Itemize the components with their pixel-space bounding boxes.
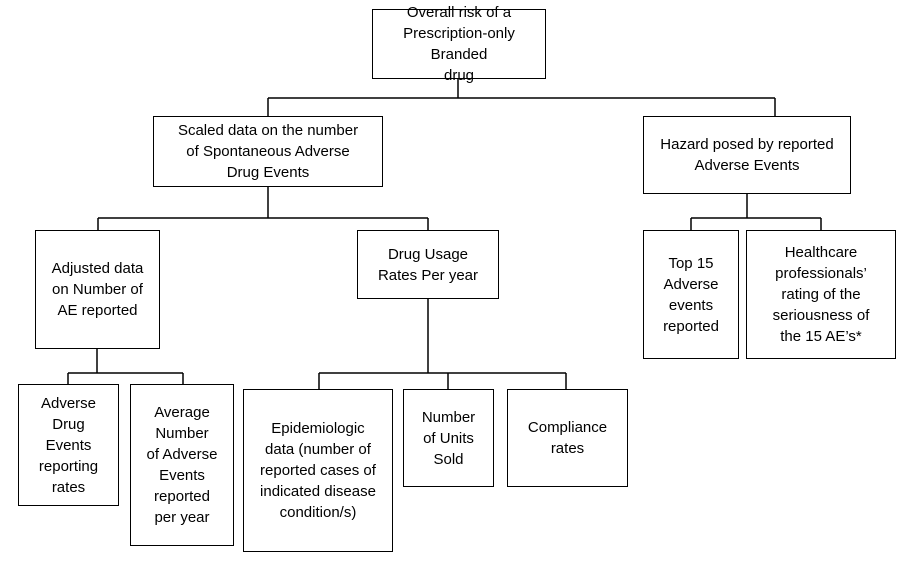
connector-root — [267, 79, 776, 116]
node-epidemiologic: Epidemiologic data (number of reported c… — [243, 389, 393, 552]
node-adjusted-data: Adjusted data on Number of AE reported — [35, 230, 160, 349]
connector-scaled — [97, 187, 429, 230]
node-healthcare-rating: Healthcare professionals’ rating of the … — [746, 230, 896, 359]
node-compliance-label: Compliance rates — [527, 419, 608, 457]
connector-usage — [318, 299, 567, 389]
node-drug-usage-label: Drug Usage Rates Per year — [377, 245, 479, 284]
node-overall-risk-label: Overall risk of a Prescription-only Bran… — [403, 4, 515, 84]
node-ade-reporting-rates-label: Adverse Drug Events reporting rates — [38, 394, 99, 496]
node-top15-label: Top 15 Adverse events reported — [663, 254, 719, 335]
node-units-sold: Number of Units Sold — [403, 389, 494, 487]
node-drug-usage: Drug Usage Rates Per year — [357, 230, 499, 299]
node-average-ae-label: Average Number of Adverse Events reporte… — [146, 404, 218, 526]
connector-hazard — [690, 194, 822, 230]
node-adjusted-data-label: Adjusted data on Number of AE reported — [51, 260, 144, 319]
node-average-ae: Average Number of Adverse Events reporte… — [130, 384, 234, 546]
node-top15: Top 15 Adverse events reported — [643, 230, 739, 359]
node-scaled-data-label: Scaled data on the number of Spontaneous… — [177, 122, 359, 181]
node-hazard-label: Hazard posed by reported Adverse Events — [660, 136, 834, 174]
node-units-sold-label: Number of Units Sold — [421, 408, 476, 468]
node-epidemiologic-label: Epidemiologic data (number of reported c… — [260, 420, 376, 521]
node-compliance: Compliance rates — [507, 389, 628, 487]
node-scaled-data: Scaled data on the number of Spontaneous… — [153, 116, 383, 187]
node-overall-risk: Overall risk of a Prescription-only Bran… — [372, 4, 546, 84]
node-hazard: Hazard posed by reported Adverse Events — [643, 116, 851, 194]
node-ade-reporting-rates: Adverse Drug Events reporting rates — [18, 384, 119, 506]
connector-adjusted — [67, 349, 184, 384]
node-healthcare-rating-label: Healthcare professionals’ rating of the … — [772, 244, 870, 345]
